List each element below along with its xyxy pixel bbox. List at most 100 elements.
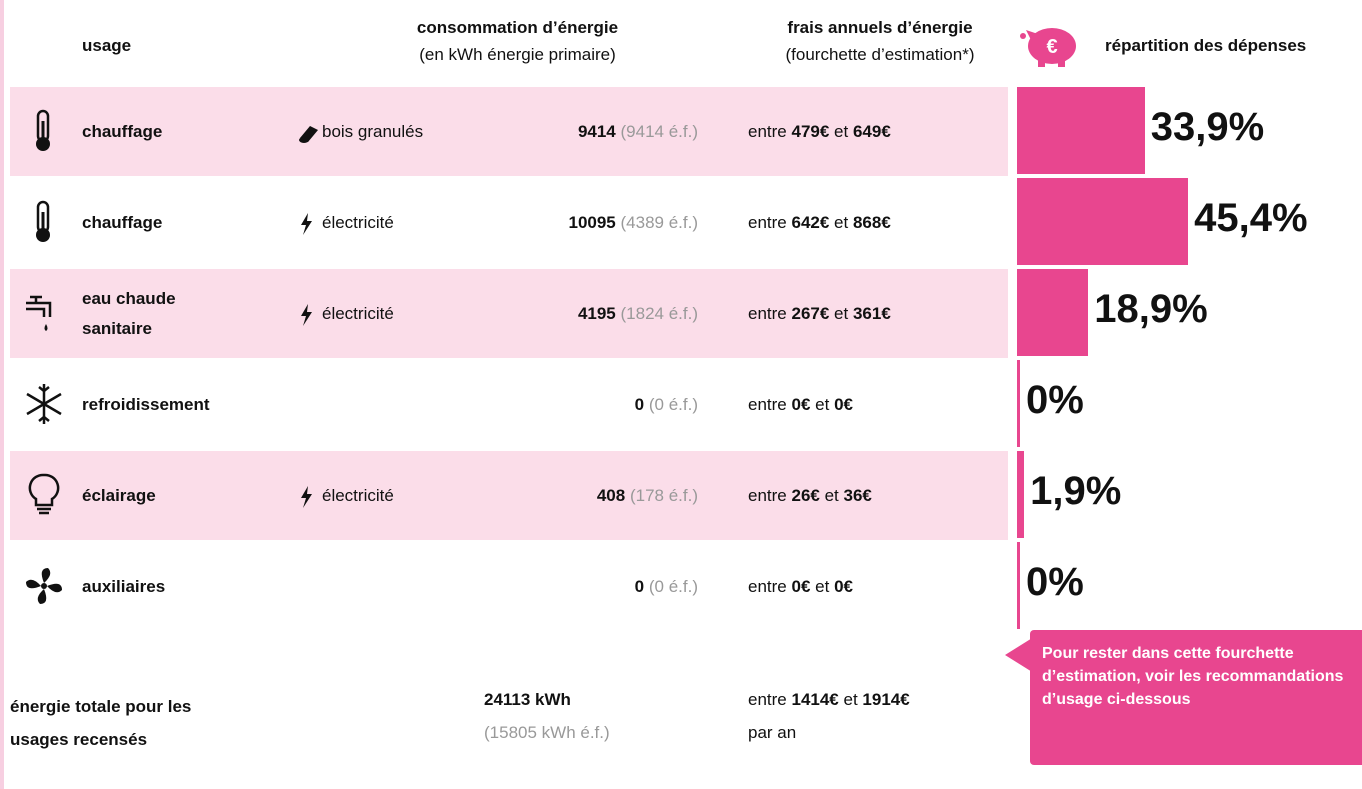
bar-baseline: [1017, 542, 1020, 629]
usage-header: usage: [82, 36, 132, 55]
total-consumption: 24113 kWh: [484, 690, 571, 709]
usage-icon-svg: [28, 473, 60, 515]
cost-sub: (fourchette d’estimation*): [785, 45, 975, 64]
energy-label: électricité: [322, 486, 394, 505]
cost: entre 26€ et 36€: [748, 486, 872, 506]
row-background: [10, 451, 1008, 540]
cost-min: 26€: [791, 486, 820, 505]
share-bar: [1017, 178, 1189, 265]
cost: entre 0€ et 0€: [748, 577, 853, 597]
ef-value: (0 é.f.): [648, 577, 698, 596]
piggy-icon: €: [1020, 28, 1076, 67]
word: et: [834, 122, 849, 141]
energy-label: électricité: [322, 213, 394, 232]
row-background: [10, 87, 1008, 176]
row-background: [10, 269, 1008, 358]
usage-icon-svg: [36, 200, 50, 242]
cost-max: 361€: [852, 304, 891, 323]
cost-min: 267€: [791, 304, 830, 323]
consumption-sub: (en kWh énergie primaire): [419, 45, 616, 64]
energy-label: électricité: [322, 304, 394, 323]
consumption-value: 0: [634, 577, 645, 596]
callout: Pour rester dans cette fourchette d’esti…: [1030, 630, 1362, 765]
energy-icon-svg: [301, 304, 312, 326]
word: entre: [748, 213, 787, 232]
word: et: [815, 577, 830, 596]
total-cost: entre 1414€ et 1914€: [748, 690, 910, 710]
share-label: 45,4%: [1194, 196, 1308, 240]
cost-min: 479€: [791, 122, 830, 141]
total-label: énergie totale pour les usages recensés: [10, 697, 192, 749]
usage-label: chauffage: [82, 121, 163, 141]
cost-max: 36€: [843, 486, 872, 505]
cost-max: 0€: [834, 577, 853, 596]
cost: entre 267€ et 361€: [748, 304, 891, 324]
cost-max: 868€: [852, 213, 891, 232]
share-header: répartition des dépenses: [1105, 36, 1307, 55]
total-min: 1414€: [791, 690, 839, 709]
usage-icon: [24, 473, 64, 522]
cost-max: 649€: [852, 122, 891, 141]
cost-min: 642€: [791, 213, 830, 232]
ef-value: (178 é.f.): [629, 486, 698, 505]
left-stripe: [0, 0, 4, 789]
consumption-value: 9414: [577, 122, 616, 141]
usage-label: chauffage: [82, 212, 163, 232]
share-label: 0%: [1026, 560, 1084, 604]
usage-label: éclairage: [82, 485, 156, 505]
word: et: [834, 213, 849, 232]
usage-label: refroidissement: [82, 394, 210, 414]
usage-label: eau chaude sanitaire: [82, 288, 176, 338]
word: entre: [748, 122, 787, 141]
cost: entre 642€ et 868€: [748, 213, 891, 233]
energy-icon-svg: [301, 486, 312, 508]
consumption-value: 4195: [577, 304, 616, 323]
usage-icon-svg: [26, 295, 52, 331]
usage-icon: [24, 200, 64, 249]
ef-value: (0 é.f.): [648, 395, 698, 414]
word: entre: [748, 304, 787, 323]
cost-min: 0€: [791, 577, 811, 596]
consumption: 0 (0 é.f.): [420, 577, 698, 597]
energy-icon-svg: [301, 213, 312, 235]
energy-icon: [296, 211, 320, 242]
word: entre: [748, 690, 787, 709]
consumption: 408 (178 é.f.): [420, 486, 698, 506]
share-label: 0%: [1026, 378, 1084, 422]
usage-icon-svg: [36, 109, 50, 151]
consumption-value: 10095: [568, 213, 616, 232]
usage-icon: [24, 291, 64, 340]
consumption-value: 408: [596, 486, 626, 505]
total-max: 1914€: [862, 690, 910, 709]
consumption: 0 (0 é.f.): [420, 395, 698, 415]
energy-icon: [296, 484, 320, 515]
energy-label: bois granulés: [322, 122, 424, 141]
cost-header: frais annuels d’énergie: [787, 18, 973, 37]
consumption: 10095 (4389 é.f.): [420, 213, 698, 233]
energy-icon: [296, 120, 320, 151]
cost-min: 0€: [791, 395, 811, 414]
total-per-year: par an: [748, 723, 797, 742]
share-bar: [1017, 451, 1025, 538]
word: et: [815, 395, 830, 414]
usage-icon: [24, 109, 64, 158]
usage-icon-svg: [26, 384, 62, 424]
consumption-header: consommation d’énergie: [416, 18, 619, 37]
usage-icon: [24, 382, 64, 431]
word: entre: [748, 486, 787, 505]
ef-value: (9414 é.f.): [620, 122, 699, 141]
usage-icon-svg: [26, 568, 62, 604]
share-bar: [1017, 269, 1089, 356]
piggy-symbol: €: [1046, 36, 1057, 58]
word: entre: [748, 395, 787, 414]
cost: entre 479€ et 649€: [748, 122, 891, 142]
consumption-value: 0: [634, 395, 645, 414]
bar-baseline: [1017, 360, 1020, 447]
total-ef: (15805 kWh é.f.): [484, 723, 610, 742]
usage-icon: [24, 564, 64, 613]
share-label: 18,9%: [1094, 287, 1208, 331]
share-label: 1,9%: [1030, 469, 1122, 513]
share-bar: [1017, 87, 1145, 174]
word: entre: [748, 577, 787, 596]
